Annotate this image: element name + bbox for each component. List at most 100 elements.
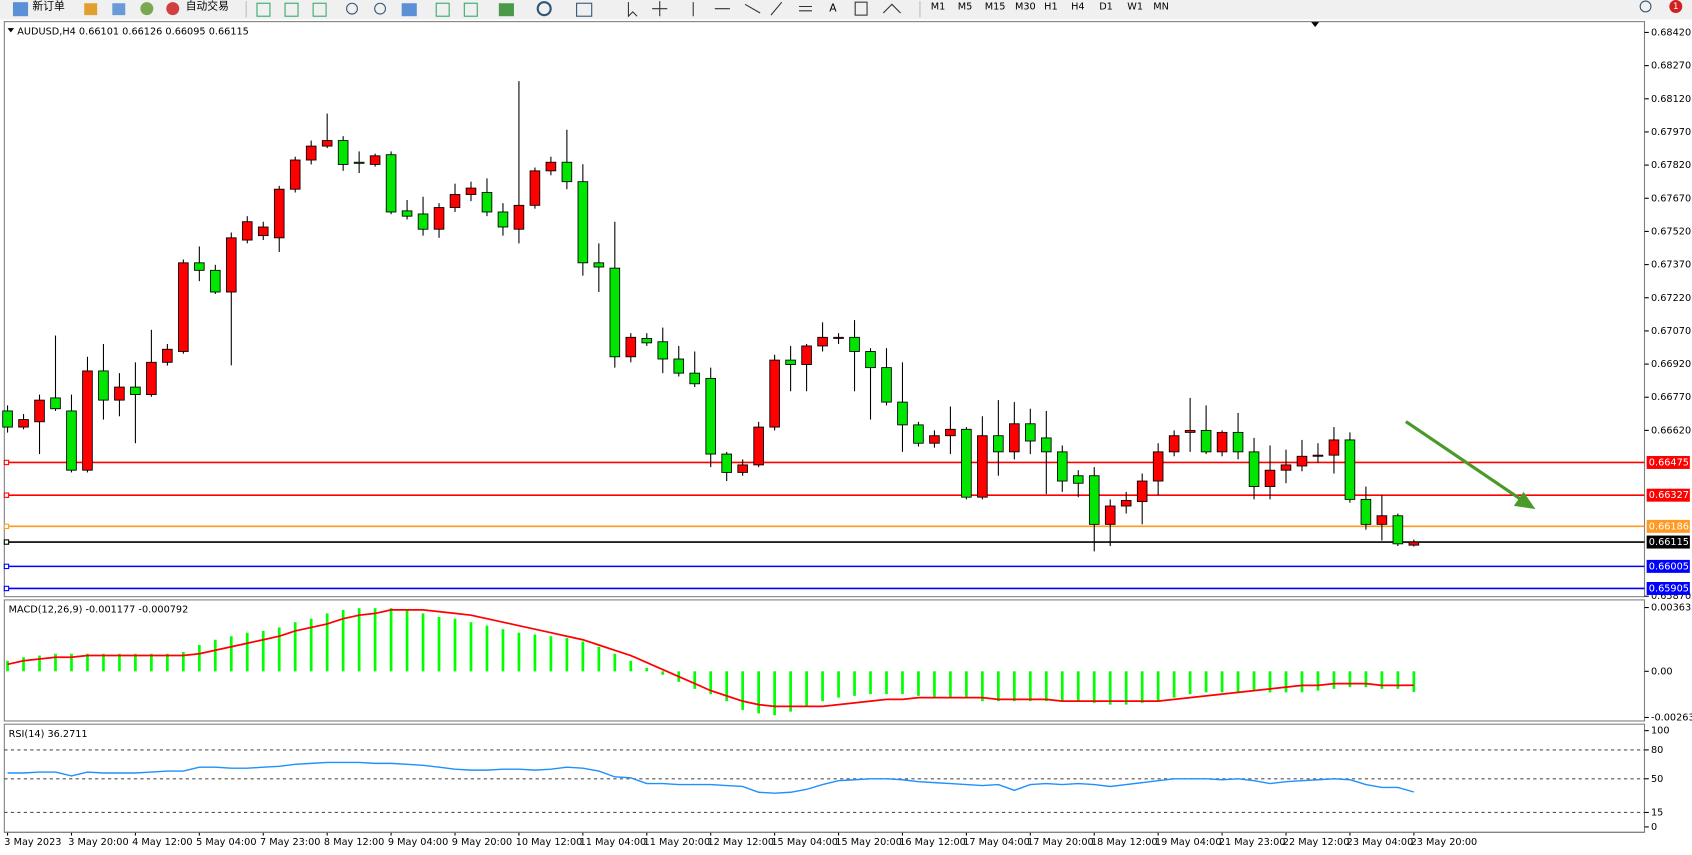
candle-body [737, 464, 748, 473]
x-tick-label: 21 May 23:00 [1219, 837, 1286, 848]
icon[interactable] [84, 3, 98, 16]
price-line-handle [3, 585, 10, 592]
cursor-icon[interactable] [627, 2, 638, 18]
x-tick-label: 4 May 12:00 [132, 837, 192, 848]
candle-body [641, 338, 653, 344]
timeframe-button[interactable]: M1 [931, 1, 946, 12]
candle-body [114, 386, 125, 401]
x-tick-label: 9 May 20:00 [452, 837, 512, 848]
timeframe-button[interactable]: MN [1153, 1, 1169, 12]
candle-body [449, 194, 461, 208]
icon[interactable] [498, 3, 514, 17]
text-tool[interactable]: A [829, 2, 837, 15]
price-label: 0.65905 [1649, 583, 1689, 594]
charts: AUDUSD,H4 0.66101 0.66126 0.66095 0.6611… [2, 21, 1692, 848]
price-label-box [1646, 581, 1690, 595]
y-tick-label: 0.00 [1651, 666, 1673, 677]
candle-body [961, 428, 972, 498]
candle-body [162, 348, 173, 363]
candle-body [1120, 500, 1132, 507]
candle-body [146, 361, 157, 396]
candle-body [529, 170, 541, 206]
y-tick-label: 0.67070 [1651, 326, 1691, 337]
candle-body [1232, 431, 1244, 453]
y-tick-label: 0.65870 [1651, 591, 1691, 602]
timeframe-button[interactable]: M30 [1015, 1, 1036, 12]
new-order-icon[interactable] [12, 2, 29, 17]
candle-body [369, 155, 381, 165]
y-tick-label: 0.66920 [1651, 359, 1691, 370]
candle-body [1025, 423, 1036, 442]
x-tick-label: 18 May 12:00 [1091, 837, 1158, 848]
price-label: 0.66005 [1649, 561, 1689, 572]
icon[interactable] [463, 2, 478, 17]
icon[interactable] [435, 2, 450, 17]
label-tool[interactable] [854, 1, 868, 16]
zoom-out[interactable] [374, 2, 387, 15]
timeframe-button[interactable]: H1 [1044, 1, 1057, 12]
timeframe-button[interactable]: M15 [985, 1, 1006, 12]
icon[interactable] [256, 2, 271, 17]
candle-body [1104, 505, 1116, 525]
chart-shift-marker [1310, 21, 1320, 28]
x-tick-label: 11 May 04:00 [580, 837, 647, 848]
candle-body [305, 145, 317, 161]
timeframe-button[interactable]: M5 [958, 1, 973, 12]
price-line-handle [3, 563, 10, 570]
timeframe-button[interactable]: W1 [1127, 1, 1143, 12]
y-tick-label: 15 [1651, 807, 1663, 818]
price-line-handle [3, 539, 10, 545]
candle-body [1009, 423, 1020, 453]
icon[interactable] [140, 2, 154, 16]
candle-body [98, 370, 109, 401]
candle-body [1408, 541, 1420, 546]
icon[interactable] [284, 2, 299, 17]
candle-body [321, 140, 333, 147]
badge-count[interactable]: 1 [1673, 2, 1678, 12]
icon[interactable] [112, 3, 126, 16]
auto-trading-button[interactable]: 自动交易 [186, 0, 229, 12]
auto-trading-icon[interactable] [166, 2, 180, 16]
candle-body [593, 262, 605, 268]
price-label: 0.66186 [1649, 521, 1689, 532]
icon[interactable] [576, 2, 593, 17]
y-tick-label: 0.67670 [1651, 193, 1691, 204]
candle-body [993, 435, 1004, 453]
x-tick-label: 17 May 20:00 [1027, 837, 1094, 848]
crosshair-icon[interactable] [652, 1, 668, 17]
price-line-handle [3, 492, 10, 498]
x-tick-label: 15 May 20:00 [835, 837, 902, 848]
search-icon[interactable] [1639, 0, 1652, 13]
icon[interactable] [312, 2, 327, 17]
x-tick-label: 17 May 04:00 [963, 837, 1030, 848]
price-label: 0.66327 [1649, 490, 1689, 501]
line-tools[interactable] [692, 2, 761, 17]
candle-body [66, 410, 77, 471]
icon[interactable] [536, 1, 552, 17]
x-tick-label: 9 May 04:00 [388, 837, 448, 848]
new-order-button[interactable]: 新订单 [32, 0, 65, 12]
y-tick-label: 0.003635 [1651, 603, 1692, 614]
tools[interactable] [770, 1, 812, 16]
candle-body [577, 181, 589, 264]
candle-body [865, 351, 876, 369]
panel-frame [3, 21, 1646, 598]
candle-body [929, 435, 940, 444]
x-tick-label: 11 May 20:00 [644, 837, 711, 848]
candle-body [385, 154, 397, 213]
candle-body [433, 207, 445, 230]
y-tick-label: 0.68120 [1651, 94, 1691, 105]
candle-body [34, 399, 45, 423]
zoom-in[interactable] [346, 2, 358, 15]
arrows-tool[interactable] [882, 3, 901, 14]
y-tick-label: 50 [1651, 774, 1663, 785]
timeframe-button[interactable]: H4 [1071, 1, 1084, 12]
candle-body [657, 341, 669, 360]
candle-body [1312, 454, 1324, 457]
candle-body [545, 161, 557, 172]
timeframe-button[interactable]: D1 [1099, 1, 1113, 12]
notification-badge[interactable] [1669, 0, 1683, 13]
icon[interactable] [401, 3, 417, 17]
title-arrow [7, 28, 15, 33]
candle-body [1200, 429, 1212, 453]
